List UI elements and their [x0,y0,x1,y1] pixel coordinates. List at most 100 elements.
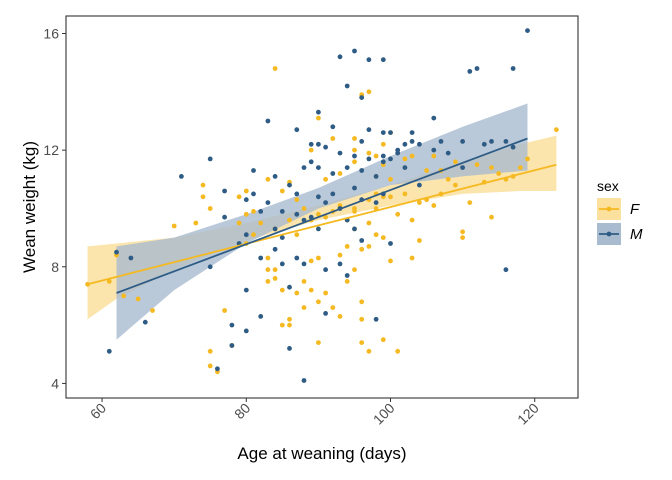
data-point-F-25 [265,255,271,261]
data-point-F-53 [316,340,321,345]
x-axis-title: Age at weaning (days) [237,444,406,463]
legend-label-M: M [630,226,643,243]
data-point-M-36 [294,255,300,261]
data-point-F-115 [445,176,451,182]
data-point-F-47 [308,258,314,264]
data-point-F-102 [402,156,408,162]
data-point-M-101 [467,69,473,74]
data-point-F-67 [344,244,350,249]
data-point-M-14 [243,232,249,238]
data-point-F-23 [258,220,264,226]
data-point-M-63 [344,273,350,278]
data-point-F-83 [366,220,372,226]
data-point-F-68 [352,159,357,165]
data-point-F-95 [380,337,386,343]
data-point-M-65 [352,153,357,159]
data-point-M-93 [417,141,422,147]
data-point-M-13 [243,197,249,203]
data-point-F-51 [316,255,321,261]
data-point-F-117 [453,159,458,165]
data-point-M-40 [301,378,307,383]
data-point-M-5 [207,264,213,270]
data-point-F-73 [352,147,357,153]
data-point-F-84 [366,244,372,249]
data-point-F-44 [301,305,307,310]
y-axis-title: Wean weight (kg) [20,141,39,273]
data-point-M-108 [510,144,516,150]
data-point-F-99 [388,194,393,200]
data-point-M-84 [388,130,393,136]
y-tick-label-4: 4 [51,375,59,391]
data-point-F-107 [417,200,422,206]
x-axis: 60 80 100 120 [87,398,542,428]
data-point-M-75 [366,57,372,63]
data-point-F-35 [287,316,292,322]
data-point-M-24 [272,174,278,179]
data-point-F-1 [106,279,112,284]
data-point-F-7 [193,220,199,226]
confidence-bands [87,103,557,340]
data-point-M-30 [287,346,292,351]
data-point-M-74 [366,156,372,162]
x-tick-label-80: 80 [231,400,253,422]
data-point-M-45 [316,141,321,147]
data-point-M-78 [373,174,379,179]
data-point-F-101 [395,211,401,217]
x-tick-label-60: 60 [87,400,109,422]
data-point-M-60 [344,165,350,171]
data-point-F-105 [409,217,415,223]
data-point-M-77 [373,316,379,322]
data-point-M-86 [388,241,393,246]
data-point-F-125 [496,171,502,176]
data-point-F-78 [359,316,365,322]
data-point-F-59 [330,136,336,141]
data-point-F-11 [207,363,213,369]
data-point-F-36 [287,322,292,328]
data-point-M-42 [308,141,314,147]
data-point-M-10 [229,343,235,348]
data-point-M-103 [481,141,487,147]
data-point-M-16 [243,287,249,293]
y-axis: 4 8 12 16 [43,25,66,391]
data-point-F-38 [287,217,292,223]
data-point-F-65 [344,279,350,284]
data-point-F-56 [323,290,328,296]
data-point-F-106 [409,255,415,261]
data-point-M-69 [359,139,365,144]
data-point-F-26 [265,279,271,284]
legend-title: sex [597,178,619,194]
trend-line-F [87,163,557,286]
data-point-M-11 [229,322,235,328]
data-point-M-1 [114,249,119,255]
data-point-F-103 [402,191,408,197]
data-point-F-62 [337,171,343,176]
data-point-F-76 [359,246,365,252]
data-point-M-80 [380,130,386,136]
data-point-F-108 [417,238,422,243]
data-point-M-70 [359,168,365,173]
data-point-M-48 [316,226,321,232]
data-point-M-37 [301,165,307,171]
legend-key-point-F [606,206,612,212]
y-tick-label-12: 12 [43,142,59,158]
y-tick-label-16: 16 [43,25,59,41]
data-point-F-100 [395,348,401,354]
data-point-M-29 [279,235,285,241]
y-tick-label-8: 8 [51,259,59,275]
data-point-F-52 [316,299,321,305]
data-point-M-31 [287,182,292,188]
data-point-M-27 [279,209,285,214]
data-point-F-42 [301,206,307,211]
data-point-M-49 [323,144,328,150]
data-point-M-22 [265,118,271,124]
data-point-F-121 [474,162,480,168]
data-point-F-29 [272,267,278,273]
data-point-M-107 [510,66,516,71]
data-point-M-26 [272,226,278,232]
data-point-M-99 [460,139,465,144]
data-point-M-102 [474,66,480,71]
data-point-M-21 [258,209,264,214]
data-point-F-89 [373,232,379,238]
data-point-M-41 [308,159,314,165]
